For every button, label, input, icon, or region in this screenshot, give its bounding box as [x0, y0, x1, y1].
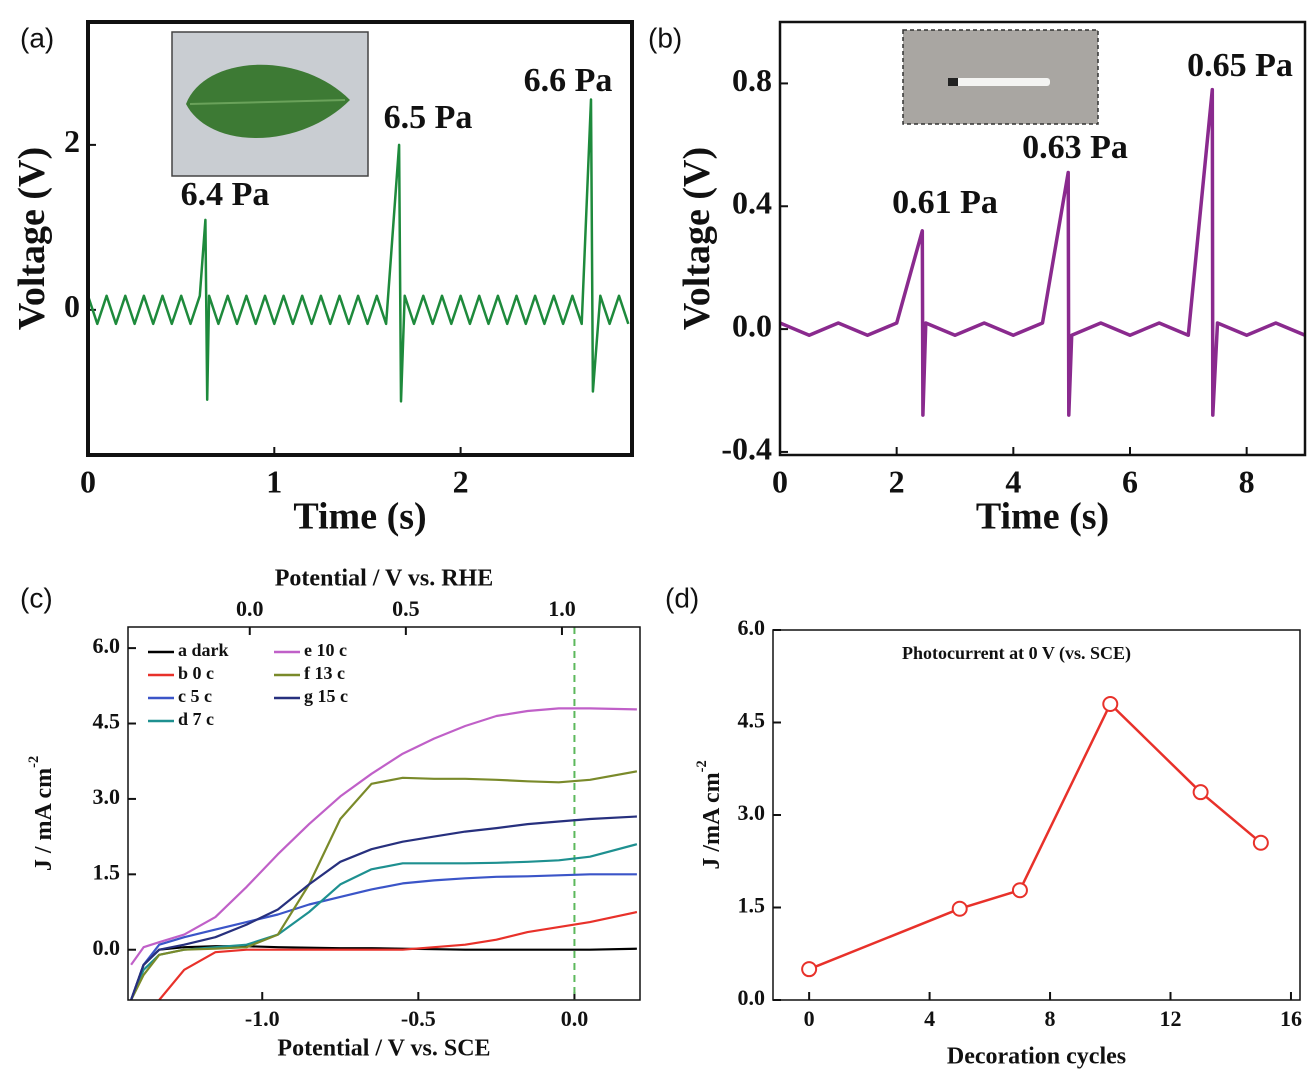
legend-label: d 7 c	[178, 709, 214, 729]
panel-label: (c)	[20, 582, 53, 613]
y-tick-label: 4.5	[738, 708, 766, 733]
data-line	[158, 910, 638, 1000]
y-axis-label-text: J /mA cm	[699, 772, 725, 869]
x-tick-label: 12	[1160, 1006, 1182, 1031]
x-tick-label: 0.0	[561, 1006, 589, 1031]
rod-inset	[902, 29, 1099, 125]
x-axis-label: Time (s)	[293, 496, 426, 538]
annotation: 0.65 Pa	[1187, 47, 1293, 84]
data-line	[130, 945, 637, 1000]
x-tick-label: 2	[453, 464, 469, 500]
y-tick-label: -0.4	[721, 430, 772, 466]
panel-label: (a)	[20, 22, 54, 53]
y-tick-label: 0.4	[732, 185, 772, 221]
x-axis-label: Potential / V vs. SCE	[277, 1036, 490, 1062]
y-tick-label: 1.5	[738, 893, 766, 918]
y-tick-label: 2	[64, 123, 80, 159]
axes-frame	[778, 20, 1307, 457]
axes-frame	[772, 629, 1301, 1001]
x2-tick-label: 0.0	[236, 596, 264, 621]
data-line	[130, 815, 637, 1000]
axes-frame	[86, 20, 634, 457]
y-tick-label: 0.8	[732, 62, 772, 98]
data-line	[780, 87, 1305, 417]
y-axis-label-sup: -2	[26, 756, 42, 768]
data-line	[130, 707, 637, 966]
data-line	[130, 770, 638, 1000]
data-point	[1192, 784, 1209, 801]
annotation: 0.61 Pa	[892, 184, 998, 221]
y-axis-label-sup: -2	[694, 760, 710, 772]
data-line	[88, 98, 630, 403]
x-axis-label: Decoration cycles	[947, 1044, 1126, 1070]
axes-frame	[127, 626, 641, 1001]
x2-tick-label: 0.5	[392, 596, 420, 621]
data-line	[130, 873, 637, 1000]
data-point	[951, 900, 968, 917]
y-tick-label: 6.0	[93, 633, 121, 658]
annotation: 6.4 Pa	[181, 176, 270, 213]
annotation: 0.63 Pa	[1022, 129, 1128, 166]
plot-area	[801, 696, 1269, 978]
x-tick-label: 0	[772, 464, 788, 500]
panel-label: (b)	[648, 22, 682, 53]
y-axis-label: J / mA cm-2	[26, 756, 56, 871]
panel-label: (d)	[665, 582, 699, 613]
x-tick-label: 8	[1239, 464, 1255, 500]
y-tick-label: 0.0	[732, 307, 772, 343]
x-tick-label: 6	[1122, 464, 1138, 500]
y-tick-label: 1.5	[93, 859, 121, 884]
plot-area	[780, 87, 1305, 417]
plot-area	[88, 98, 630, 403]
legend-label: e 10 c	[304, 640, 347, 660]
x-tick-label: -1.0	[245, 1006, 280, 1031]
y-tick-label: 3.0	[93, 784, 121, 809]
y-tick-label: 0	[64, 288, 80, 324]
y-tick-label: 3.0	[738, 800, 766, 825]
chart-title: Photocurrent at 0 V (vs. SCE)	[902, 643, 1131, 664]
x-tick-label: 4	[924, 1006, 935, 1031]
data-point	[1252, 834, 1269, 851]
x-tick-label: 2	[889, 464, 905, 500]
y-axis-label-text: Voltage (V)	[11, 147, 53, 330]
y-axis-label: J /mA cm-2	[694, 760, 724, 869]
y-axis-label-text: Voltage (V)	[676, 147, 718, 330]
y-tick-label: 6.0	[738, 615, 766, 640]
annotation: 6.5 Pa	[384, 99, 473, 136]
y-tick-label: 0.0	[93, 935, 121, 960]
legend-label: a dark	[178, 640, 229, 660]
x2-axis-label: Potential / V vs. RHE	[275, 566, 493, 592]
annotation: 6.6 Pa	[524, 62, 613, 99]
legend-label: g 15 c	[304, 686, 348, 706]
x-tick-label: -0.5	[401, 1006, 436, 1031]
legend-label: c 5 c	[178, 686, 212, 706]
leaf-inset	[171, 31, 369, 177]
data-point	[801, 961, 818, 978]
data-line	[808, 702, 1262, 971]
y-axis-label-text: J / mA cm	[31, 768, 57, 871]
x-tick-label: 0	[80, 464, 96, 500]
x-tick-label: 0	[804, 1006, 815, 1031]
x2-tick-label: 1.0	[548, 596, 576, 621]
legend-label: b 0 c	[178, 663, 214, 683]
x-tick-label: 8	[1045, 1006, 1056, 1031]
y-axis-label: Voltage (V)	[676, 147, 718, 330]
x-axis-label: Time (s)	[976, 496, 1109, 538]
plot-area	[130, 707, 638, 1000]
x-tick-label: 16	[1280, 1006, 1302, 1031]
y-tick-label: 0.0	[738, 985, 766, 1010]
data-point	[1011, 882, 1028, 899]
data-point	[1102, 696, 1119, 712]
x-tick-label: 4	[1005, 464, 1021, 500]
x-tick-label: 1	[266, 464, 282, 500]
y-tick-label: 4.5	[93, 709, 121, 734]
y-axis-label: Voltage (V)	[11, 147, 53, 330]
legend-label: f 13 c	[304, 663, 345, 683]
